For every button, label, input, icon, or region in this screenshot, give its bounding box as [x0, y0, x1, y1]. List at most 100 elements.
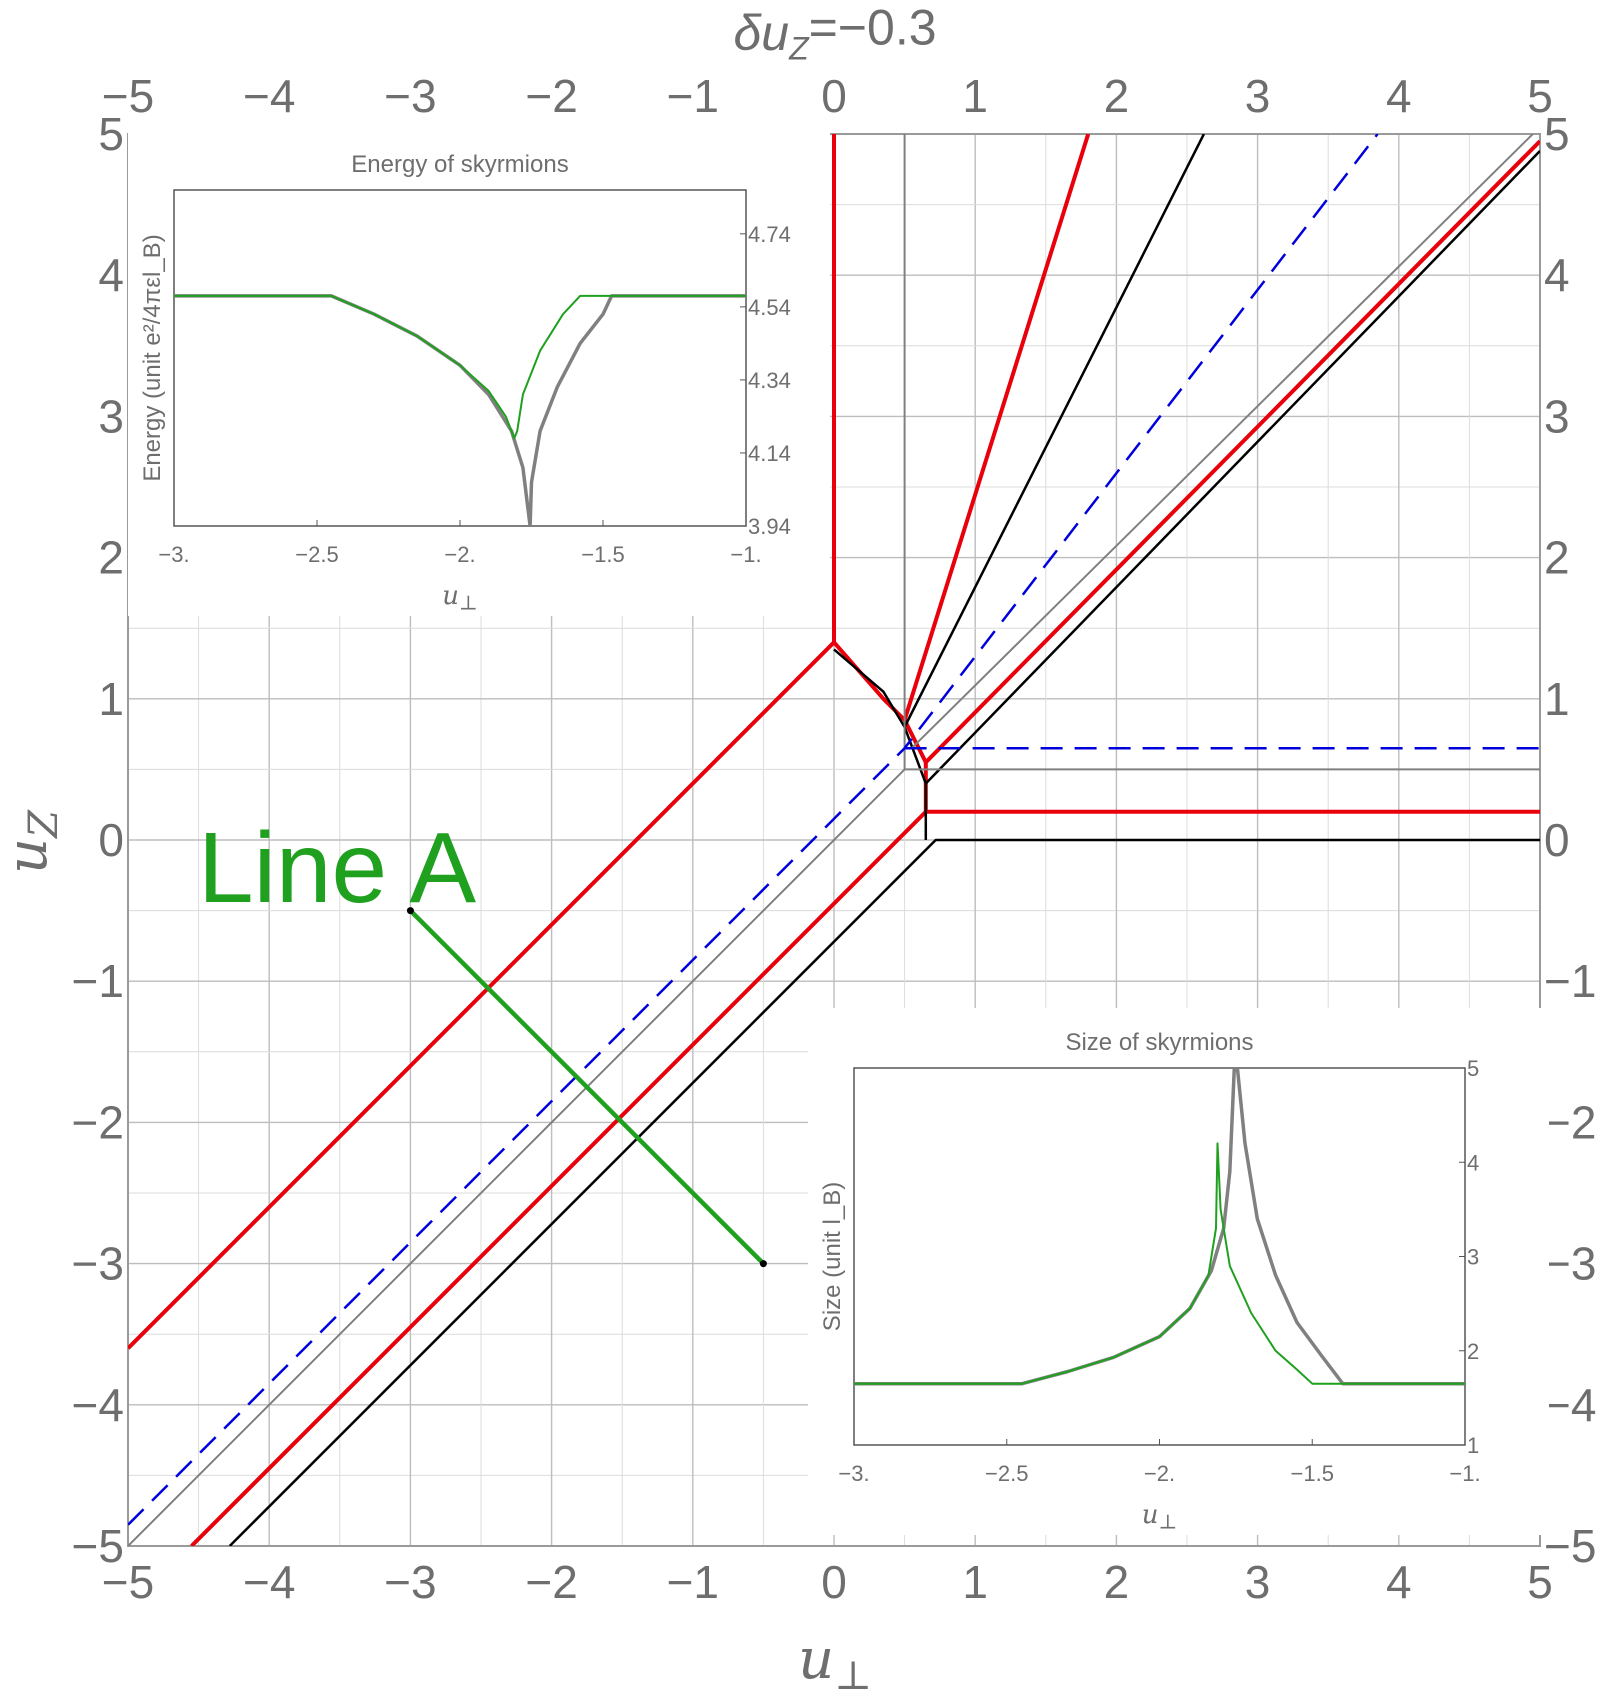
- energy-inset-y-tick-label: 4.34: [748, 368, 791, 393]
- x-tick-label-top: −4: [243, 70, 295, 122]
- y-tick-label-right: −5: [1544, 1520, 1596, 1572]
- main-series-black-7: [924, 150, 1540, 785]
- line-a-endpoint-1: [759, 1260, 767, 1268]
- energy-inset-series-green-1: [174, 294, 746, 440]
- y-tick-label-left: −3: [72, 1238, 124, 1290]
- x-tick-label-top: 3: [1245, 70, 1271, 122]
- x-tick-label-bottom: −5: [102, 1556, 154, 1608]
- size-inset-x-tick-label: −1.: [1449, 1461, 1480, 1486]
- y-tick-label-left: −1: [72, 955, 124, 1007]
- energy-inset-x-label: u⊥: [442, 581, 478, 615]
- x-axis-title-sub: ⊥: [834, 1653, 872, 1699]
- size-inset-y-tick-label: 5: [1467, 1056, 1479, 1081]
- line-a-endpoint-0: [406, 907, 414, 915]
- main-series-green-14: [408, 909, 765, 1266]
- size-inset-x-tick-label: −2.5: [985, 1461, 1028, 1486]
- energy-inset-title: Energy of skyrmions: [351, 151, 568, 178]
- main-title: δuZ=−0.3: [733, 0, 936, 67]
- x-tick-label-bottom: −3: [384, 1556, 436, 1608]
- size-inset-x-tick-label: −2.: [1144, 1461, 1175, 1486]
- x-tick-label-top: 4: [1386, 70, 1412, 122]
- main-series-red-3: [924, 139, 1540, 764]
- x-tick-label-top: −1: [667, 70, 719, 122]
- energy-inset-x-tick-label: −1.: [730, 542, 761, 567]
- y-tick-label-right: −4: [1544, 1379, 1596, 1431]
- energy-inset-y-label: Energy (unit e²/4πεl_B): [139, 234, 166, 481]
- size-inset-y-label: Size (unit l_B): [819, 1182, 846, 1331]
- energy-inset-series-group: [174, 294, 746, 526]
- y-tick-label-left: 4: [98, 249, 124, 301]
- main-series-black-5: [228, 838, 1540, 1546]
- x-tick-label-top: 5: [1527, 70, 1553, 122]
- energy-inset-x-tick-label: −2.: [444, 542, 475, 567]
- y-tick-label-left: 1: [98, 673, 124, 725]
- y-tick-label-right: 2: [1544, 532, 1570, 584]
- x-tick-label-top: 1: [962, 70, 988, 122]
- energy-inset-background: [128, 130, 830, 616]
- energy-inset-y-tick-label: 4.14: [748, 441, 791, 466]
- size-inset-x-tick-label: −1.5: [1291, 1461, 1334, 1486]
- y-tick-label-left: 5: [98, 108, 124, 160]
- x-tick-label-top: −5: [102, 70, 154, 122]
- y-tick-label-right: 3: [1544, 390, 1570, 442]
- size-inset-series-green-1: [854, 1142, 1465, 1385]
- y-tick-label-right: 0: [1544, 814, 1570, 866]
- size-inset-y-tick-label: 4: [1467, 1150, 1479, 1175]
- energy-inset-y-tick-label: 4.74: [748, 222, 791, 247]
- main-series-black-6: [833, 648, 928, 840]
- energy-inset-y-tick-label: 4.54: [748, 295, 791, 320]
- main-title-rest: =−0.3: [809, 0, 937, 56]
- y-tick-label-left: 3: [98, 390, 124, 442]
- y-tick-label-right: 1: [1544, 673, 1570, 725]
- x-tick-label-bottom: 5: [1527, 1556, 1553, 1608]
- size-inset-background: [808, 1008, 1549, 1535]
- y-tick-label-left: −5: [72, 1520, 124, 1572]
- energy-inset-x-label-base: u: [442, 581, 459, 611]
- x-tick-label-bottom: 0: [821, 1556, 847, 1608]
- size-inset-x-label-base: u: [1142, 1500, 1159, 1530]
- y-tick-label-right: −3: [1544, 1238, 1596, 1290]
- x-axis-title: u⊥: [798, 1627, 872, 1699]
- main-title-base: δu: [733, 5, 789, 61]
- y-tick-label-right: 5: [1544, 108, 1570, 160]
- size-inset-x-label-sub: ⊥: [1158, 1510, 1177, 1534]
- y-axis-title-base: u: [0, 838, 60, 874]
- energy-inset-x-tick-label: −2.5: [295, 542, 338, 567]
- x-tick-label-bottom: −1: [667, 1556, 719, 1608]
- energy-inset-x-label-sub: ⊥: [459, 591, 478, 615]
- size-inset-y-tick-label: 3: [1467, 1245, 1479, 1270]
- y-tick-label-right: 4: [1544, 249, 1570, 301]
- size-inset-x-tick-label: −3.: [838, 1461, 869, 1486]
- size-inset-series-group: [854, 1068, 1465, 1386]
- line-a-annotation: Line A: [198, 812, 476, 924]
- x-tick-label-top: 0: [821, 70, 847, 122]
- main-title-sub: Z: [788, 31, 810, 67]
- size-inset-title: Size of skyrmions: [1065, 1029, 1253, 1056]
- x-tick-label-top: −2: [525, 70, 577, 122]
- y-tick-label-left: −2: [72, 1096, 124, 1148]
- x-tick-label-bottom: −2: [525, 1556, 577, 1608]
- x-tick-label-bottom: −4: [243, 1556, 295, 1608]
- energy-inset-x-tick-label: −1.5: [581, 542, 624, 567]
- y-tick-label-right: −1: [1544, 955, 1596, 1007]
- x-tick-label-top: −3: [384, 70, 436, 122]
- x-axis-title-base: u: [798, 1627, 834, 1692]
- size-inset-y-tick-label: 1: [1467, 1433, 1479, 1458]
- size-inset-x-label: u⊥: [1142, 1500, 1178, 1534]
- main-series-gray-11: [910, 134, 1535, 749]
- y-tick-label-left: −4: [72, 1379, 124, 1431]
- x-tick-label-bottom: 4: [1386, 1556, 1412, 1608]
- main-series-group: [128, 134, 1540, 1546]
- y-axis-title: uZ: [0, 809, 67, 874]
- x-tick-label-bottom: 1: [962, 1556, 988, 1608]
- x-tick-label-top: 2: [1104, 70, 1130, 122]
- y-tick-label-left: 2: [98, 532, 124, 584]
- y-tick-label-right: −2: [1544, 1096, 1596, 1148]
- y-tick-label-left: 0: [98, 814, 124, 866]
- energy-inset-y-tick-label: 3.94: [748, 514, 791, 539]
- x-tick-label-bottom: 2: [1104, 1556, 1130, 1608]
- size-inset-y-tick-label: 2: [1467, 1339, 1479, 1364]
- x-tick-label-bottom: 3: [1245, 1556, 1271, 1608]
